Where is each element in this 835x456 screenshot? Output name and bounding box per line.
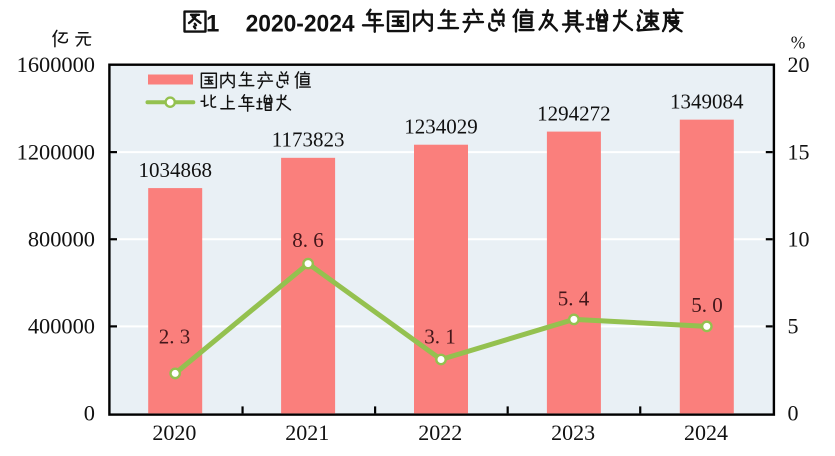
svg-text:400000: 400000	[28, 314, 95, 339]
svg-text:0: 0	[84, 401, 95, 426]
svg-text:8. 6: 8. 6	[292, 228, 324, 252]
svg-text:3. 1: 3. 1	[424, 325, 456, 349]
svg-text:5. 4: 5. 4	[558, 287, 590, 311]
svg-text:5. 0: 5. 0	[691, 293, 723, 317]
svg-text:800000: 800000	[28, 226, 95, 251]
svg-text:1034868: 1034868	[138, 158, 212, 182]
svg-text:2022: 2022	[418, 420, 462, 445]
svg-text:1294272: 1294272	[537, 102, 611, 126]
svg-text:2021: 2021	[285, 420, 329, 445]
svg-text:2024: 2024	[684, 420, 728, 445]
svg-text:2023: 2023	[551, 420, 595, 445]
svg-text:2020: 2020	[152, 420, 196, 445]
svg-text:1: 1	[206, 10, 219, 37]
svg-text:5: 5	[788, 314, 799, 339]
svg-text:2. 3: 2. 3	[159, 325, 191, 349]
svg-text:1349084: 1349084	[670, 90, 744, 114]
svg-text:20: 20	[788, 52, 810, 77]
svg-text:10: 10	[788, 226, 810, 251]
svg-text:%: %	[791, 32, 806, 52]
svg-text:1600000: 1600000	[17, 52, 95, 77]
svg-text:1200000: 1200000	[17, 139, 95, 164]
svg-text:1234029: 1234029	[404, 115, 478, 139]
svg-text:15: 15	[788, 139, 810, 164]
svg-text:2020-2024: 2020-2024	[246, 10, 356, 37]
svg-text:0: 0	[788, 401, 799, 426]
svg-text:1173823: 1173823	[272, 128, 345, 152]
